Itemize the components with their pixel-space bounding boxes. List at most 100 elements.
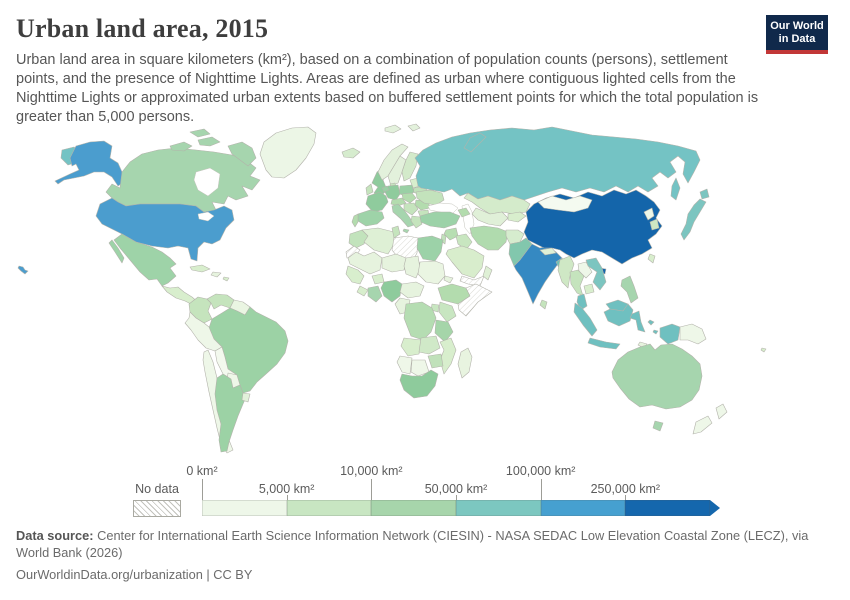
country-syria[interactable] (443, 227, 459, 241)
country-central-asia[interactable] (471, 207, 509, 227)
country-tunisia[interactable] (391, 225, 401, 239)
country-saudi-arabia[interactable] (445, 245, 485, 279)
country-iran[interactable] (469, 225, 509, 251)
country-indonesia-moluccas[interactable] (647, 319, 659, 335)
country-russia-sakhalin[interactable] (670, 177, 681, 201)
country-indonesia-java[interactable] (587, 337, 621, 350)
country-venezuela[interactable] (206, 293, 235, 310)
country-angola[interactable] (400, 337, 422, 357)
country-iceland[interactable] (341, 147, 361, 159)
country-alaska[interactable] (54, 140, 125, 187)
country-russia-novaya-zemlya[interactable] (463, 132, 487, 153)
country-sudan[interactable] (417, 260, 446, 285)
country-zambia[interactable] (418, 335, 441, 355)
country-greece[interactable] (410, 215, 423, 229)
country-vietnam[interactable] (585, 257, 607, 291)
country-chad[interactable] (403, 255, 421, 279)
country-nigeria[interactable] (380, 279, 403, 303)
country-australia-tasmania[interactable] (652, 420, 664, 432)
country-portugal[interactable] (351, 213, 359, 228)
country-alpine[interactable] (390, 197, 407, 207)
country-philippines[interactable] (620, 275, 639, 304)
country-myanmar[interactable] (557, 255, 575, 289)
country-fiji[interactable] (760, 347, 767, 353)
country-svalbard[interactable] (384, 123, 421, 134)
country-usa-hawaii[interactable] (17, 265, 29, 275)
country-tanzania[interactable] (434, 319, 454, 343)
owid-logo[interactable]: Our World in Data (766, 15, 828, 54)
country-france[interactable] (365, 191, 389, 213)
country-ukraine[interactable] (415, 189, 445, 206)
country-balkans[interactable] (403, 202, 419, 216)
legend-bin-4[interactable] (540, 500, 626, 516)
country-japan[interactable] (680, 188, 710, 241)
country-turkey[interactable] (419, 211, 461, 229)
country-hispaniola[interactable] (210, 271, 222, 278)
legend-no-data[interactable]: No data (133, 463, 181, 517)
country-mongolia[interactable] (537, 195, 593, 213)
country-taiwan[interactable] (647, 253, 656, 264)
legend-no-data-swatch[interactable] (133, 500, 181, 517)
country-madagascar[interactable] (457, 347, 473, 379)
country-cuba[interactable] (189, 264, 211, 273)
country-canada-arctic-3[interactable] (227, 141, 257, 167)
chart-footer: Data source: Center for International Ea… (16, 528, 828, 584)
legend-bin-2[interactable] (371, 500, 457, 516)
country-indonesia-sumatra[interactable] (573, 302, 598, 337)
country-ivory-ghana[interactable] (367, 285, 383, 303)
legend-bin-3[interactable] (456, 500, 541, 516)
country-canada-arctic-1[interactable] (169, 141, 193, 152)
country-canada-arctic-2[interactable] (197, 136, 221, 147)
legend-bin-1[interactable] (286, 500, 372, 516)
country-benelux[interactable] (381, 185, 390, 193)
country-iraq[interactable] (455, 233, 473, 251)
country-cameroon-car[interactable] (399, 281, 425, 299)
country-niger[interactable] (381, 253, 407, 273)
country-greenland[interactable] (259, 126, 317, 179)
country-drc[interactable] (403, 301, 437, 341)
country-finland[interactable] (401, 151, 419, 182)
country-namibia[interactable] (396, 355, 413, 375)
country-norway[interactable] (377, 143, 409, 181)
country-new-zealand[interactable] (692, 403, 728, 435)
country-eritrea[interactable] (443, 275, 454, 284)
country-oman[interactable] (482, 265, 493, 281)
country-somalia[interactable] (457, 283, 493, 317)
country-north-korea[interactable] (643, 207, 655, 221)
country-indonesia-sulawesi[interactable] (629, 310, 646, 333)
country-sierra-liberia[interactable] (356, 285, 369, 297)
country-kenya[interactable] (438, 301, 457, 323)
country-caucasus[interactable] (457, 207, 471, 218)
country-botswana[interactable] (410, 359, 430, 377)
country-algeria[interactable] (361, 227, 395, 255)
country-mozambique[interactable] (439, 337, 457, 375)
country-south-korea[interactable] (649, 218, 660, 231)
owid-url-link[interactable]: OurWorldinData.org/urbanization | CC BY (16, 567, 253, 582)
country-sri-lanka[interactable] (539, 299, 548, 310)
country-ireland[interactable] (365, 183, 374, 196)
country-argentina[interactable] (214, 373, 248, 453)
country-burkina[interactable] (371, 273, 385, 285)
country-kyrgyz-tajik[interactable] (507, 211, 527, 223)
country-mexico[interactable] (108, 233, 177, 287)
country-uruguay[interactable] (241, 392, 251, 403)
country-czech-hungary[interactable] (401, 192, 417, 204)
country-caribbean[interactable] (222, 276, 230, 282)
country-cambodia[interactable] (583, 283, 595, 295)
country-egypt[interactable] (416, 235, 444, 262)
country-australia[interactable] (611, 343, 703, 410)
country-zimbabwe[interactable] (427, 353, 444, 369)
legend-bin-0[interactable] (202, 500, 287, 516)
country-indonesia-west-papua[interactable] (659, 323, 681, 345)
country-south-africa[interactable] (399, 369, 439, 399)
country-spain[interactable] (357, 209, 385, 227)
country-nepal[interactable] (539, 247, 557, 256)
country-laos[interactable] (577, 261, 593, 279)
country-indonesia-borneo[interactable] (603, 303, 634, 327)
country-russia[interactable] (414, 126, 701, 201)
country-papua-new-guinea[interactable] (679, 323, 707, 345)
country-canada-arctic-4[interactable] (189, 128, 211, 138)
country-mauritania-mali[interactable] (347, 251, 383, 275)
legend-bin-5[interactable] (625, 500, 711, 516)
country-senegal-guinea[interactable] (345, 265, 365, 285)
